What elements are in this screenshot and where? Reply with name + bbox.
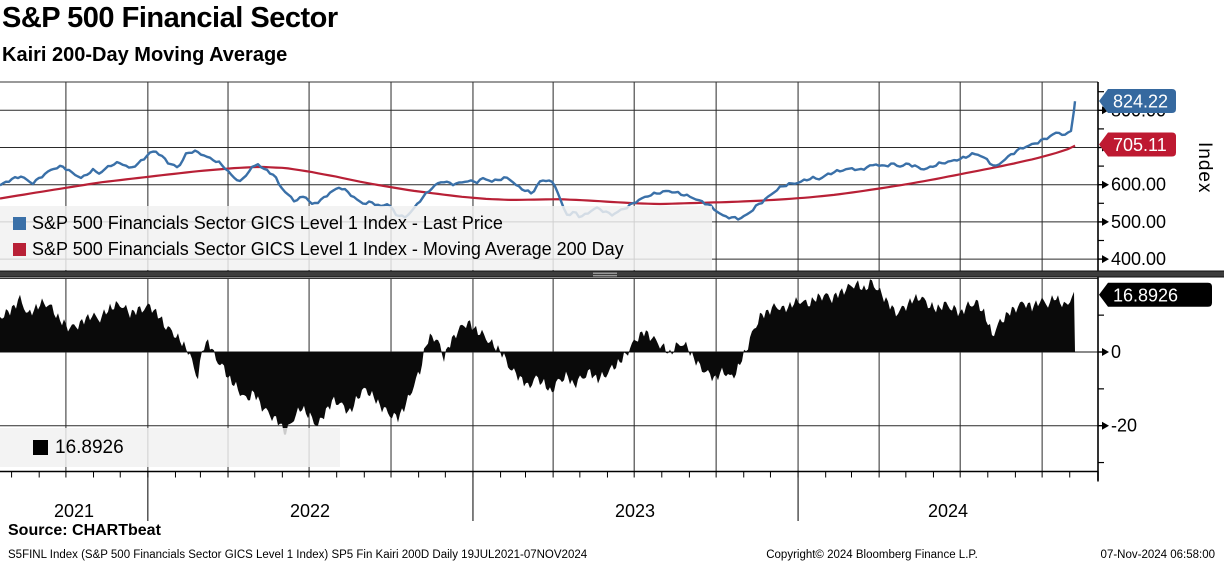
x-axis-year-label: 2023 xyxy=(615,501,655,521)
moving-average-swatch-icon xyxy=(13,242,26,256)
page-subtitle: Kairi 200-Day Moving Average xyxy=(2,44,288,66)
footer-timestamp: 07-Nov-2024 06:58:00 xyxy=(1100,549,1215,561)
legend-item-last-price[interactable]: S&P 500 Financials Sector GICS Level 1 I… xyxy=(0,210,712,236)
y-axis-title: Index xyxy=(1194,142,1215,194)
panel-divider[interactable] xyxy=(0,270,1224,278)
kairi-value-badge[interactable]: 16.8926 xyxy=(1099,282,1212,307)
page-title: S&P 500 Financial Sector xyxy=(2,2,338,34)
x-axis-year-label: 2024 xyxy=(928,501,968,521)
source-attribution: Source: CHARTbeat xyxy=(8,522,161,539)
footer-copyright: Copyright© 2024 Bloomberg Finance L.P. xyxy=(766,549,978,561)
legend-item-moving-average[interactable]: S&P 500 Financials Sector GICS Level 1 I… xyxy=(0,236,712,262)
legend-label-kairi: 16.8926 xyxy=(55,436,124,458)
last-price-swatch-icon xyxy=(13,216,26,230)
svg-text:705.11: 705.11 xyxy=(1113,135,1167,155)
y-tick-label: 500.00 xyxy=(1111,212,1166,232)
footer-security-description: S5FINL Index (S&P 500 Financials Sector … xyxy=(8,549,588,561)
svg-text:824.22: 824.22 xyxy=(1113,92,1168,112)
y-tick-label: 0 xyxy=(1111,342,1121,362)
divider-drag-handle-icon xyxy=(593,272,617,274)
legend-lower-panel[interactable]: 16.8926 xyxy=(0,428,340,467)
moving-average-badge[interactable]: 705.11 xyxy=(1099,132,1176,157)
svg-text:16.8926: 16.8926 xyxy=(1113,285,1178,305)
legend-top-panel: S&P 500 Financials Sector GICS Level 1 I… xyxy=(0,206,712,270)
legend-label-moving-average: S&P 500 Financials Sector GICS Level 1 I… xyxy=(32,238,624,259)
y-tick-label: 600.00 xyxy=(1111,175,1166,195)
y-tick-label: -20 xyxy=(1111,416,1137,436)
kairi-swatch-icon xyxy=(33,440,48,455)
last-price-badge[interactable]: 824.22 xyxy=(1099,89,1176,113)
x-axis-year-label: 2021 xyxy=(54,501,94,521)
legend-label-last-price: S&P 500 Financials Sector GICS Level 1 I… xyxy=(32,212,503,233)
y-tick-label: 400.00 xyxy=(1111,249,1166,269)
x-axis-year-label: 2022 xyxy=(290,501,330,521)
